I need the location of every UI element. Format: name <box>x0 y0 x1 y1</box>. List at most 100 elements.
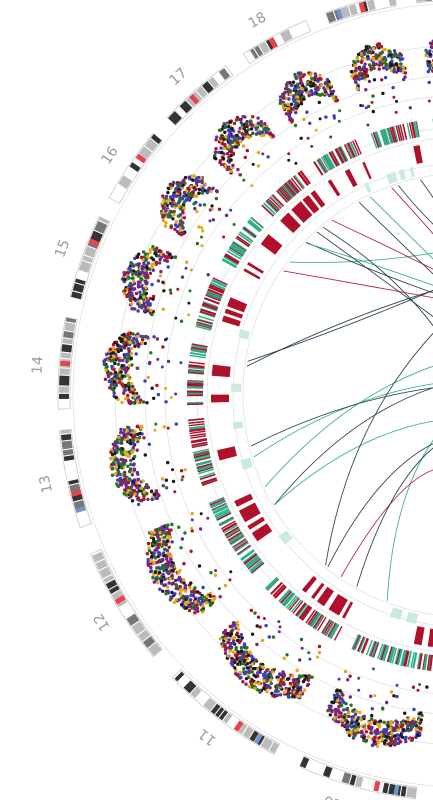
chromosome-band <box>201 81 214 94</box>
scatter-point <box>225 152 230 156</box>
chromosome-band <box>71 291 83 300</box>
scatter-point <box>129 261 133 265</box>
mutation-tick <box>339 146 348 162</box>
scatter-point <box>294 161 298 165</box>
scatter-point <box>158 571 162 575</box>
scatter-point <box>209 571 213 575</box>
scatter-point <box>250 632 255 636</box>
scatter-point <box>176 570 181 575</box>
scatter-point <box>110 364 114 369</box>
mutation-tick <box>358 637 366 653</box>
scatter-point <box>138 296 142 300</box>
scatter-point <box>153 543 157 547</box>
mutation-scatter-track <box>102 39 433 748</box>
scatter-point <box>194 181 199 185</box>
mutation-tick <box>215 510 231 520</box>
mutation-tick <box>199 310 216 317</box>
scatter-point <box>112 359 116 363</box>
scatter-point <box>239 646 244 650</box>
scatter-point <box>169 396 173 399</box>
scatter-point <box>130 382 134 386</box>
scatter-point <box>164 524 169 528</box>
scatter-point <box>123 388 127 392</box>
mutation-tick <box>229 533 244 544</box>
scatter-point <box>183 583 188 588</box>
scatter-point <box>389 690 394 694</box>
scatter-point <box>377 736 381 740</box>
scatter-point <box>242 667 246 671</box>
scatter-point <box>129 346 133 351</box>
scatter-point <box>314 77 318 81</box>
chromosome-band <box>59 375 70 386</box>
scatter-point <box>196 175 201 180</box>
scatter-point <box>340 703 344 708</box>
scatter-point <box>239 639 243 643</box>
scatter-point <box>214 147 218 151</box>
scatter-point <box>184 606 188 610</box>
scatter-point <box>149 351 153 355</box>
scatter-point <box>399 62 403 66</box>
chromosome-band <box>196 86 208 99</box>
scatter-point <box>412 717 416 721</box>
scatter-point <box>410 738 414 742</box>
chromosome-band <box>137 629 151 642</box>
scatter-point <box>369 694 373 698</box>
scatter-point <box>362 736 366 740</box>
scatter-point <box>228 120 233 125</box>
scatter-point <box>133 433 137 437</box>
scatter-point <box>283 103 287 108</box>
scatter-point <box>403 737 408 741</box>
chromosome-label: 14 <box>29 356 46 375</box>
scatter-point <box>257 122 261 126</box>
scatter-point <box>361 57 365 61</box>
scatter-point <box>323 81 328 85</box>
scatter-point <box>179 469 184 473</box>
mutation-tick <box>296 603 308 618</box>
scatter-point <box>182 190 187 195</box>
scatter-point <box>382 720 386 724</box>
scatter-point <box>382 66 386 70</box>
scatter-point <box>162 425 166 429</box>
scatter-point <box>243 132 248 137</box>
scatter-point <box>200 179 204 183</box>
mutation-tick <box>188 418 205 421</box>
scatter-point <box>258 688 262 693</box>
scatter-point <box>236 650 240 654</box>
mutation-tick <box>282 592 294 606</box>
scatter-point <box>155 261 159 265</box>
chromosome-band <box>68 479 79 485</box>
scatter-point <box>356 722 360 727</box>
centromere-band <box>268 37 278 49</box>
scatter-point <box>141 287 145 291</box>
scatter-point <box>381 707 385 711</box>
mutation-tick <box>375 131 383 147</box>
scatter-point <box>367 63 372 67</box>
scatter-point <box>336 694 340 698</box>
scatter-point <box>138 280 142 284</box>
scatter-point <box>123 374 127 378</box>
scatter-point <box>179 592 183 597</box>
scatter-point <box>308 80 313 84</box>
scatter-point <box>353 712 358 716</box>
mutation-tick <box>287 596 299 610</box>
scatter-point <box>248 665 253 669</box>
scatter-point <box>319 77 323 81</box>
scatter-point <box>150 256 154 260</box>
scatter-point <box>317 93 322 97</box>
scatter-point <box>188 289 192 293</box>
scatter-point <box>390 739 394 743</box>
scatter-point <box>135 255 140 259</box>
scatter-point <box>142 490 147 494</box>
scatter-point <box>338 109 342 113</box>
mutation-tick <box>211 279 227 288</box>
mutation-tick <box>394 648 400 665</box>
scatter-point <box>371 109 375 114</box>
scatter-point <box>116 470 121 474</box>
chromosome-band <box>92 551 105 563</box>
scatter-point <box>161 307 165 311</box>
scatter-point <box>154 422 158 426</box>
scatter-point <box>322 86 326 90</box>
scatter-point <box>174 194 178 198</box>
scatter-point <box>161 589 165 593</box>
scatter-point <box>211 218 216 222</box>
